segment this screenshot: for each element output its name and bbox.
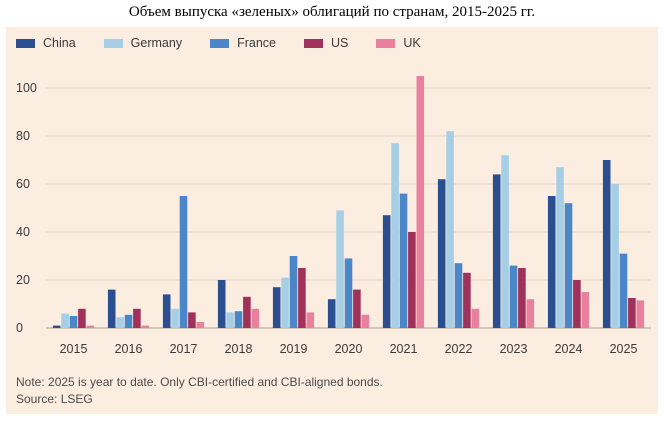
bar xyxy=(116,317,124,328)
chart-plot: 0 20 40 60 80 100 2015 2016 2017 2018 2019 2020 2021… xyxy=(16,76,651,356)
bar xyxy=(162,294,171,328)
bar xyxy=(251,308,260,328)
bar xyxy=(492,174,501,328)
y-tick-label: 60 xyxy=(16,177,30,191)
bar xyxy=(501,155,509,328)
bar xyxy=(124,314,133,328)
bar xyxy=(454,263,463,328)
bar xyxy=(327,299,336,328)
bar xyxy=(52,325,61,328)
chart-notes: Note: 2025 is year to date. Only CBI-cer… xyxy=(16,374,383,408)
bar xyxy=(446,131,454,328)
bar xyxy=(234,311,243,328)
bar xyxy=(141,325,150,328)
bar xyxy=(188,312,196,328)
legend-swatch xyxy=(16,38,35,48)
bar xyxy=(602,160,611,328)
bar xyxy=(344,258,353,328)
bar xyxy=(573,280,581,328)
bar xyxy=(399,193,408,328)
y-tick-label: 20 xyxy=(16,273,30,287)
legend-swatch xyxy=(210,38,230,48)
x-tick-label: 2025 xyxy=(610,342,638,356)
bar xyxy=(298,268,306,328)
bar xyxy=(564,203,573,328)
bar xyxy=(547,196,556,328)
legend-label: France xyxy=(237,36,276,50)
legend: China Germany France US UK xyxy=(16,36,449,50)
bar xyxy=(226,312,234,328)
y-tick-label: 40 xyxy=(16,225,30,239)
y-tick-label: 0 xyxy=(16,321,23,335)
bar xyxy=(217,280,226,328)
bar xyxy=(628,298,636,328)
x-tick-label: 2019 xyxy=(280,342,308,356)
bar xyxy=(86,325,95,328)
bar xyxy=(107,289,116,328)
x-tick-label: 2023 xyxy=(500,342,528,356)
bar xyxy=(408,232,416,328)
bar xyxy=(133,308,141,328)
bar xyxy=(281,277,289,328)
bar xyxy=(471,308,480,328)
x-tick-label: 2018 xyxy=(225,342,253,356)
bar xyxy=(391,143,399,328)
bar xyxy=(196,322,205,328)
bar xyxy=(243,296,251,328)
x-tick-label: 2021 xyxy=(390,342,418,356)
legend-label: UK xyxy=(403,36,421,50)
bar xyxy=(581,292,590,328)
legend-item: China xyxy=(16,36,76,50)
bar xyxy=(78,308,86,328)
x-tick-label: 2022 xyxy=(445,342,473,356)
bar xyxy=(636,300,645,328)
y-tick-label: 80 xyxy=(16,129,30,143)
bar xyxy=(272,287,281,328)
x-tick-label: 2016 xyxy=(115,342,143,356)
bar xyxy=(556,167,564,328)
y-tick-label: 100 xyxy=(16,81,37,95)
bar xyxy=(518,268,526,328)
bar xyxy=(526,299,535,328)
x-tick-label: 2024 xyxy=(555,342,583,356)
bar xyxy=(179,196,188,328)
bar xyxy=(361,314,370,328)
chart-title: Объем выпуска «зеленых» облигаций по стр… xyxy=(128,4,536,20)
legend-item: France xyxy=(210,36,276,50)
legend-item: Germany xyxy=(103,36,183,50)
bar xyxy=(509,265,518,328)
legend-label: China xyxy=(43,36,76,50)
bar xyxy=(437,179,446,328)
x-tick-label: 2020 xyxy=(335,342,363,356)
x-tick-label: 2015 xyxy=(60,342,88,356)
legend-swatch xyxy=(103,38,123,48)
legend-label: Germany xyxy=(130,36,183,50)
bar xyxy=(61,313,69,328)
bar xyxy=(306,312,315,328)
bar xyxy=(416,76,425,328)
bar xyxy=(463,272,471,328)
legend-swatch xyxy=(303,38,323,48)
bar xyxy=(619,253,628,328)
legend-item: US xyxy=(303,36,349,50)
legend-item: UK xyxy=(376,36,421,50)
note-text: Note: 2025 is year to date. Only CBI-cer… xyxy=(16,375,383,389)
source-text: Source: LSEG xyxy=(16,392,93,406)
bar xyxy=(69,316,78,328)
bar xyxy=(289,256,298,328)
chart-panel: China Germany France US UK 0 20 40 60 80 100 2015 2… xyxy=(6,27,658,414)
legend-swatch xyxy=(376,38,396,48)
bar xyxy=(353,289,361,328)
bar xyxy=(336,210,344,328)
legend-label: US xyxy=(330,36,349,50)
x-tick-label: 2017 xyxy=(170,342,198,356)
bar xyxy=(611,184,619,328)
bar xyxy=(171,308,179,328)
bar xyxy=(382,215,391,328)
